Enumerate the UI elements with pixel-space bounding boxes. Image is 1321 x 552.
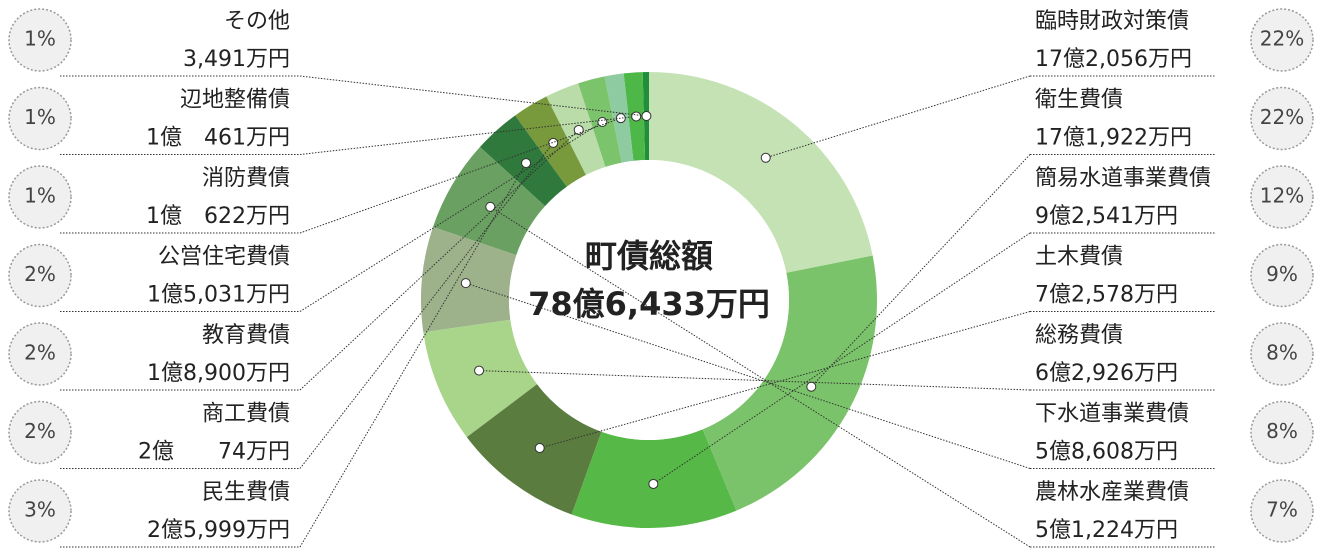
leader-dot [615,113,626,124]
segment-name: 総務費債 [1035,323,1123,348]
percent-badge [1250,165,1314,229]
segment-name: 消防費債 [202,166,290,191]
segment-name: 土木費債 [1035,245,1123,270]
percent-label: 8% [1266,341,1298,365]
leader-dot [474,365,485,376]
percent-badge [8,400,72,465]
percent-label: 1% [24,105,56,129]
percent-badge [8,8,72,72]
leader-dot [573,124,584,135]
percent-label: 2% [24,262,56,286]
leader-dot [760,152,771,163]
percent-label: 1% [24,27,56,51]
percent-label: 22% [1260,105,1304,129]
segment-amount: 9億2,541万円 [1035,204,1178,229]
leader-dot [806,381,817,392]
segment-name: 衛生費債 [1035,88,1123,113]
percent-badge [1250,322,1314,386]
percent-label: 1% [24,184,56,208]
leader-line [299,162,527,548]
leader-line [299,129,580,391]
segment-amount: 1億 622万円 [146,204,290,229]
segment-name: 辺地整備債 [180,88,290,113]
segment-amount: 5億8,608万円 [1035,440,1178,465]
segment-amount: 17億2,056万円 [1035,47,1192,72]
leader-line [299,115,637,155]
donut-segment [466,384,602,515]
percent-badge [1250,479,1314,543]
percent-badge [8,165,72,229]
donut-segment [423,319,538,438]
donut-segment [433,147,546,256]
center-title: 町債総額 [585,237,713,275]
segment-name: その他 [224,9,290,34]
percent-badge [1250,86,1314,151]
segment-name: 民生費債 [202,480,290,505]
segment-name: 臨時財政対策債 [1035,9,1189,34]
leader-line [810,154,1031,388]
segment-amount: 1億8,900万円 [147,361,290,386]
segment-amount: 3,491万円 [183,47,290,72]
percent-badge [1250,243,1314,308]
leader-dot [548,137,559,148]
leader-line [299,75,647,117]
segment-amount: 5億1,224万円 [1035,518,1178,543]
segment-amount: 1億5,031万円 [147,283,290,308]
donut-segment [702,255,877,511]
percent-label: 22% [1260,27,1304,51]
leader-line [653,232,1031,485]
segment-name: 公営住宅費債 [158,245,290,270]
segment-amount: 1億 461万円 [146,126,290,151]
segment-amount: 2億5,999万円 [147,518,290,543]
percent-badge [1250,8,1314,72]
percent-label: 12% [1260,184,1304,208]
segment-amount: 6億2,926万円 [1035,361,1178,386]
leader-dot [631,111,642,122]
percent-badge [8,86,72,151]
leader-dot [534,443,545,454]
percent-badge [8,479,72,543]
leader-line [490,206,1031,548]
segment-name: 下水道事業費債 [1035,402,1189,427]
segment-name: 教育費債 [202,323,290,348]
leader-line [299,121,603,312]
leader-dot [641,111,652,122]
leader-dot [597,117,608,128]
segment-amount: 7億2,578万円 [1035,283,1178,308]
percent-badge [8,243,72,308]
percent-label: 3% [24,498,56,522]
leader-dot [485,201,496,212]
leader-line [539,311,1031,449]
donut-segment [571,429,737,528]
leader-dot [648,478,659,489]
segment-name: 簡易水道事業費債 [1035,166,1211,191]
percent-label: 7% [1266,498,1298,522]
segment-amount: 2億 74万円 [138,440,290,465]
center-total: 78億6,433万円 [528,285,770,323]
percent-label: 2% [24,419,56,443]
leader-dot [521,158,532,169]
percent-badge [8,322,72,386]
donut-hole [509,160,789,440]
segment-name: 農林水産業費債 [1035,480,1189,505]
percent-label: 9% [1266,262,1298,286]
leader-line [765,75,1031,159]
leader-dot [460,278,471,289]
percent-label: 8% [1266,419,1298,443]
segment-name: 商工費債 [202,402,290,427]
percent-badge [1250,400,1314,465]
leader-line [479,370,1031,391]
segment-amount: 17億1,922万円 [1035,126,1192,151]
donut-segment [649,72,873,273]
percent-label: 2% [24,341,56,365]
